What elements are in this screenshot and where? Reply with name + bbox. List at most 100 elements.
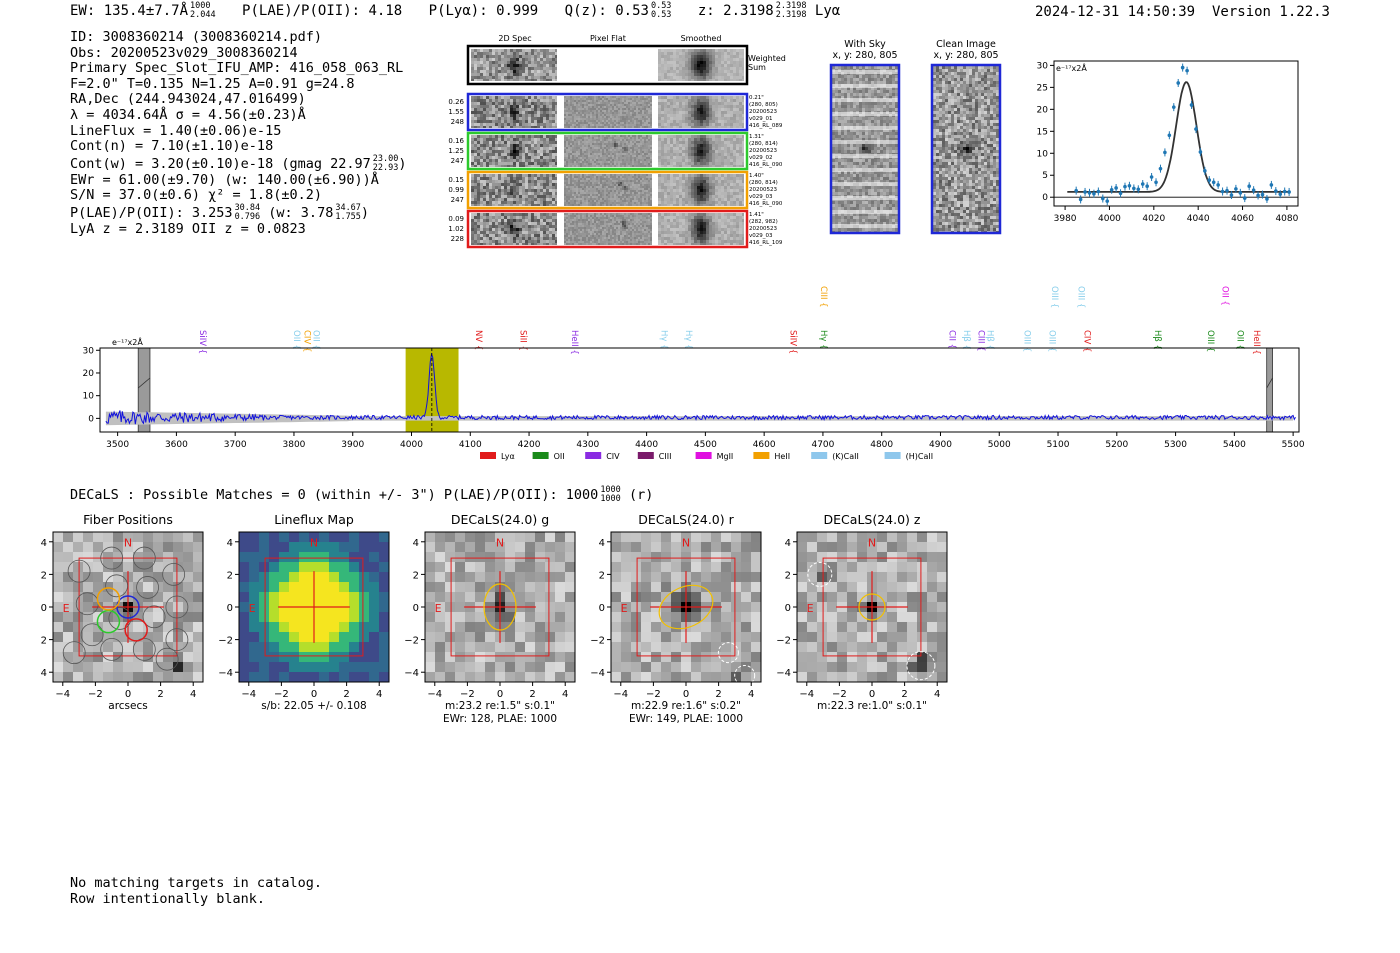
zoom-point [1154, 180, 1158, 185]
panel-xtick-label: 2 [901, 689, 907, 700]
spectral-line-label: HeII { [1251, 330, 1261, 355]
zoom-ytick-label: 30 [1037, 61, 1049, 71]
zoom-point [1092, 191, 1096, 196]
col-title-2d: 2D Spec [498, 34, 531, 43]
clean-coords: x, y: 280, 805 [933, 50, 998, 61]
panel-caption-1: m:22.3 re:1.0" s:0.1" [817, 700, 927, 712]
row-4-left-1: 0.09 [448, 215, 464, 223]
zoom-point [1171, 105, 1176, 109]
spectral-line-label: OII { [291, 330, 301, 350]
spectrum-xtick-label: 4200 [518, 440, 541, 450]
weighted-label-2: Sum [748, 63, 766, 72]
panel-ytick-label: −4 [218, 668, 233, 679]
qz-value: Q(z): 0.53 [564, 3, 649, 19]
spectral-line-label: CIII { [818, 286, 828, 308]
spectrum-ytick-label: 0 [88, 414, 94, 424]
spectral-line-label: Hβ { [1152, 330, 1162, 350]
col-title-flat: Pixel Flat [590, 34, 626, 43]
imaging-panels: Fiber Positions N E −4 −4 −2 −2 0 0 2 2 4 4 arcsecs Li… [40, 512, 948, 725]
panel-ytick-label: −4 [590, 668, 605, 679]
panel-xtick-label: 4 [562, 689, 568, 700]
aperture-box [264, 557, 364, 657]
spectrum-ytick-label: 10 [83, 392, 95, 402]
zoom-point [1136, 187, 1141, 192]
spectral-line-label: Hγ { [658, 330, 668, 350]
panel-ytick-label: 4 [41, 538, 47, 549]
legend-swatch [884, 452, 901, 459]
fiber-circle [132, 637, 156, 661]
spectral-line-label: OIII { [1022, 330, 1032, 352]
panel-title: Lineflux Map [274, 512, 354, 527]
panel-xtick-label: 4 [190, 689, 196, 700]
row-4-left-2: 1.02 [448, 225, 464, 233]
spectral-line-label: OII { [1220, 286, 1230, 306]
spectral-line-label: CIII { [976, 330, 986, 352]
zoom-point [1123, 184, 1127, 189]
panel-title: DECaLS(24.0) r [638, 512, 734, 527]
info-redshifts: LyA z = 2.3189 OII z = 0.0823 [70, 220, 306, 237]
zoom-point [1132, 186, 1136, 191]
panel-ytick-label: −4 [404, 668, 419, 679]
spectrum-xtick-label: 4700 [811, 440, 834, 450]
zoom-ylabel: e⁻¹⁷x2Å [1056, 62, 1087, 73]
info-primary: Primary Spec_Slot_IFU_AMP: 416_058_063_R… [70, 60, 404, 77]
zoom-point [1220, 189, 1225, 194]
zoom-point [1083, 190, 1087, 194]
zoom-point [1216, 183, 1220, 187]
row-1-right-5: 416_RL_089 [749, 123, 783, 129]
row-2-left-1: 0.16 [448, 137, 464, 145]
zoom-xtick-label: 4080 [1275, 214, 1298, 224]
cutout-row-2-frame [466, 131, 749, 171]
zoom-point [1114, 186, 1118, 190]
panel-g: DECaLS(24.0) g N E −4 −4 −2 −2 0 0 2 2 4 4 m:23.2 re:… [404, 512, 576, 725]
spectral-line-label: Hγ { [818, 330, 828, 350]
spectral-line-label: Hβ { [961, 330, 971, 350]
panel-ytick-label: 0 [227, 603, 233, 614]
east-label: E [63, 602, 70, 615]
info-lambda: λ = 4034.64Å σ = 4.56(±0.23)Å [70, 106, 306, 123]
panel-ytick-label: 2 [413, 570, 419, 581]
spectral-line-label: Hβ { [985, 330, 995, 350]
zoom-point [1194, 127, 1198, 131]
panel-ytick-label: −2 [404, 636, 419, 647]
north-label: N [310, 537, 318, 550]
spectrum-xtick-label: 4600 [753, 440, 776, 450]
panel-ytick-label: 0 [599, 603, 605, 614]
fiber-circle [165, 595, 189, 619]
info-fparams: F=2.0" T=0.135 N=1.25 A=0.91 g=24.8 [70, 75, 355, 92]
panel-ytick-label: 2 [785, 570, 791, 581]
fiber-circle [100, 637, 124, 661]
plya-value: P(Lyα): 0.999 [428, 3, 539, 19]
info-radec: RA,Dec (244.943024,47.016499) [70, 91, 306, 108]
panel-lineflux: Lineflux Map N E −4 −4 −2 −2 0 0 2 2 4 4 s/b: 22.05 +… [218, 512, 390, 712]
zoom-point [1176, 81, 1181, 85]
panel-xtick-label: −2 [832, 689, 847, 700]
legend-label: CIII [659, 452, 672, 461]
aperture-box [450, 557, 550, 657]
legend-label: (H)CaII [906, 452, 933, 461]
row-4-right-1: 1.41" [749, 212, 764, 218]
panel-ytick-label: 4 [413, 538, 419, 549]
panel-ytick-label: 4 [785, 538, 791, 549]
zoom-point [1158, 166, 1163, 171]
zoom-point [1265, 197, 1269, 201]
panel-ytick-label: −4 [776, 668, 791, 679]
info-sn: S/N = 37.0(±0.6) χ² = 1.8(±0.2) [70, 187, 322, 204]
spectrum-ytick-label: 30 [83, 346, 95, 356]
row-2-left-3: 247 [451, 157, 464, 165]
timestamp-version: 2024-12-31 14:50:39 Version 1.22.3 [1035, 4, 1330, 20]
zoom-point [1105, 199, 1110, 203]
masked-hatch [1266, 377, 1273, 389]
row-3-left-3: 247 [451, 196, 464, 204]
panel-xtick-label: −4 [241, 689, 256, 700]
spectral-line-label: OIII { [1046, 330, 1056, 352]
spectral-line-label: OIII { [1049, 286, 1059, 308]
north-label: N [682, 537, 690, 550]
fiber-circle [155, 647, 179, 671]
spectrum-xtick-label: 5100 [1047, 440, 1070, 450]
panel-xtick-label: −2 [88, 689, 103, 700]
zoom-point [1101, 196, 1105, 201]
legend-swatch [480, 452, 496, 459]
fiber-red [124, 618, 148, 642]
footer-line-2: Row intentionally blank. [70, 890, 266, 907]
